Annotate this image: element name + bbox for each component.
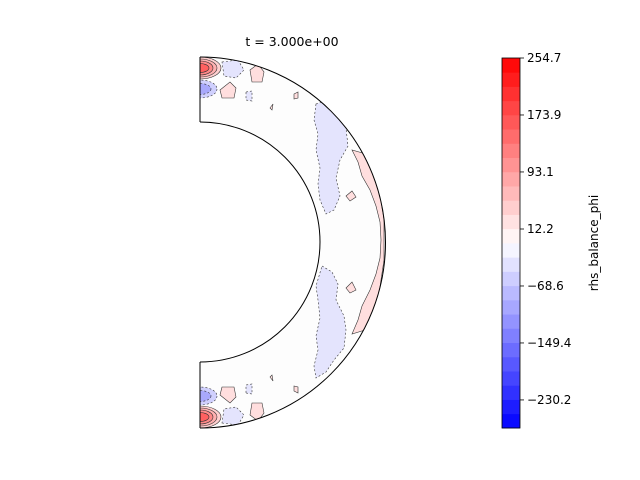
outer-boundary (199, 56, 386, 429)
colorbar-band (502, 328, 520, 344)
colorbar-band (502, 371, 520, 386)
colorbar-band (502, 114, 520, 130)
colorbar-tick-label: 173.9 (527, 108, 561, 122)
colorbar-band (502, 72, 520, 87)
colorbar-band (502, 243, 520, 258)
contour-plot (200, 57, 386, 428)
colorbar-tick-label: 93.1 (527, 165, 554, 179)
colorbar-band (502, 200, 520, 215)
colorbar-ticks: 254.7 173.9 93.1 12.2 −68.6 −149.4 −230.2 (520, 51, 571, 407)
colorbar-band (502, 100, 520, 116)
lower-polar-negative-cell (200, 386, 218, 406)
lower-sliver (269, 374, 274, 382)
colorbar-band (502, 143, 520, 159)
colorbar-band (502, 356, 520, 372)
upper-polar-positive-cell (200, 57, 222, 80)
colorbar-tick-label: 12.2 (527, 222, 554, 236)
colorbar-band (502, 413, 520, 429)
colorbar-label: rhs_balance_phi (587, 195, 601, 291)
colorbar-band (502, 186, 520, 201)
upper-polar-negative-cell (200, 79, 218, 99)
lower-negative-cell-2 (245, 383, 253, 395)
upper-tiny-blob (293, 91, 299, 100)
colorbar-band (502, 299, 520, 315)
positive-band-outer (351, 149, 385, 335)
colorbar-band (502, 86, 520, 102)
colorbar: 254.7 173.9 93.1 12.2 −68.6 −149.4 −230.2 rhs_… (501, 51, 601, 429)
colorbar-band (502, 385, 520, 400)
plot-title: t = 3.000e+00 (245, 34, 338, 49)
colorbar-band (502, 157, 520, 173)
colorbar-band (502, 228, 520, 244)
colorbar-tick-label: −68.6 (527, 279, 564, 293)
small-positive-blob-upper (345, 190, 357, 202)
colorbar-band (502, 314, 520, 329)
lower-positive-cell-2 (219, 386, 237, 404)
colorbar-bands (502, 58, 520, 429)
colorbar-band (502, 129, 520, 144)
upper-positive-cell-2 (219, 81, 237, 99)
colorbar-band (502, 257, 520, 272)
colorbar-tick-label: −230.2 (527, 393, 571, 407)
small-positive-blob-lower (345, 281, 357, 294)
colorbar-frame (501, 57, 521, 429)
upper-sliver (269, 103, 274, 111)
upper-negative-cell-2 (245, 90, 253, 102)
colorbar-band (502, 285, 520, 301)
colorbar-band (502, 342, 520, 358)
colorbar-band (502, 171, 520, 187)
colorbar-band (502, 271, 520, 287)
colorbar-tick-label: −149.4 (527, 336, 571, 350)
lower-tiny-blob (293, 385, 299, 394)
colorbar-band (502, 214, 520, 230)
lower-polar-positive-cell (200, 405, 222, 428)
colorbar-band (502, 399, 520, 415)
negative-band-lower (313, 265, 347, 379)
annulus-background (200, 57, 386, 428)
colorbar-band (502, 58, 520, 73)
colorbar-tick-label: 254.7 (527, 51, 561, 65)
inner-boundary (199, 121, 321, 363)
